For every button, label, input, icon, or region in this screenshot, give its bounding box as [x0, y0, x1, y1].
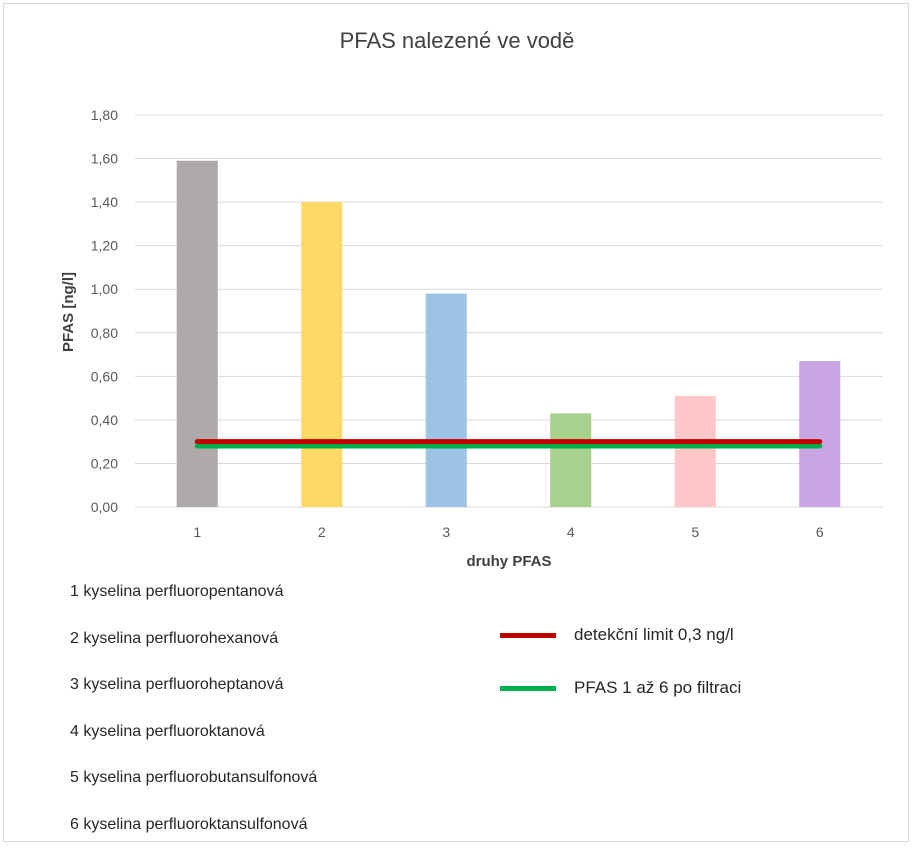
bar-1 — [176, 160, 218, 507]
legend-swatch-green — [500, 685, 556, 691]
x-tick-label: 2 — [318, 524, 326, 540]
gridlines — [135, 114, 882, 508]
legend: detekční limit 0,3 ng/l PFAS 1 až 6 po f… — [500, 620, 741, 726]
bar-4 — [550, 413, 592, 507]
y-tick-label: 1,80 — [91, 107, 118, 123]
y-tick-label: 1,00 — [91, 281, 118, 297]
legend-label: detekční limit 0,3 ng/l — [574, 625, 734, 644]
bar-5 — [674, 395, 716, 507]
chart-frame — [3, 3, 909, 842]
x-tick-label: 1 — [193, 524, 201, 540]
legend-label: PFAS 1 až 6 po filtraci — [574, 678, 742, 697]
x-tick-label: 4 — [567, 524, 575, 540]
category-key-item: 1 kyselina perfluoropentanová — [70, 583, 284, 600]
bar-3 — [425, 293, 467, 507]
y-tick-label: 1,40 — [91, 194, 118, 210]
y-tick-label: 0,40 — [91, 412, 118, 428]
y-tick-label: 1,20 — [91, 238, 118, 254]
legend-item-detection-limit: detekční limit 0,3 ng/l — [500, 620, 741, 650]
bars — [176, 160, 841, 507]
category-key-item: 6 kyselina perfluoroktansulfonová — [70, 815, 308, 833]
x-axis-title: druhy PFAS — [466, 553, 551, 570]
y-tick-label: 1,60 — [91, 151, 118, 167]
chart-title: PFAS nalezené ve vodě — [340, 28, 575, 53]
bar-6 — [799, 361, 841, 507]
y-tick-label: 0,60 — [91, 368, 118, 384]
legend-swatch-red — [500, 632, 556, 638]
x-tick-labels: 1 2 3 4 5 6 — [193, 524, 824, 540]
bar-2 — [301, 202, 343, 507]
x-tick-label: 3 — [442, 524, 450, 540]
category-key-item: 4 kyselina perfluoroktanová — [70, 722, 265, 740]
category-key-list: 1 kyselina perfluoropentanová 2 kyselina… — [70, 581, 317, 861]
reference-lines — [194, 439, 823, 449]
x-tick-label: 5 — [691, 524, 699, 540]
y-axis-title: PFAS [ng/l] — [60, 272, 77, 352]
y-tick-label: 0,20 — [91, 455, 118, 471]
y-tick-labels: 0,00 0,20 0,40 0,60 0,80 1,00 1,20 1,40 1,60 1,80 — [91, 107, 118, 515]
y-tick-label: 0,80 — [91, 325, 118, 341]
category-key-item: 2 kyselina perfluorohexanová — [70, 629, 279, 647]
x-tick-label: 6 — [816, 524, 824, 540]
legend-item-after-filtration: PFAS 1 až 6 po filtraci — [500, 673, 741, 703]
category-key-item: 5 kyselina perfluorobutansulfonová — [70, 769, 318, 787]
category-key-item: 3 kyselina perfluoroheptanová — [70, 676, 284, 694]
y-tick-label: 0,00 — [91, 499, 118, 515]
